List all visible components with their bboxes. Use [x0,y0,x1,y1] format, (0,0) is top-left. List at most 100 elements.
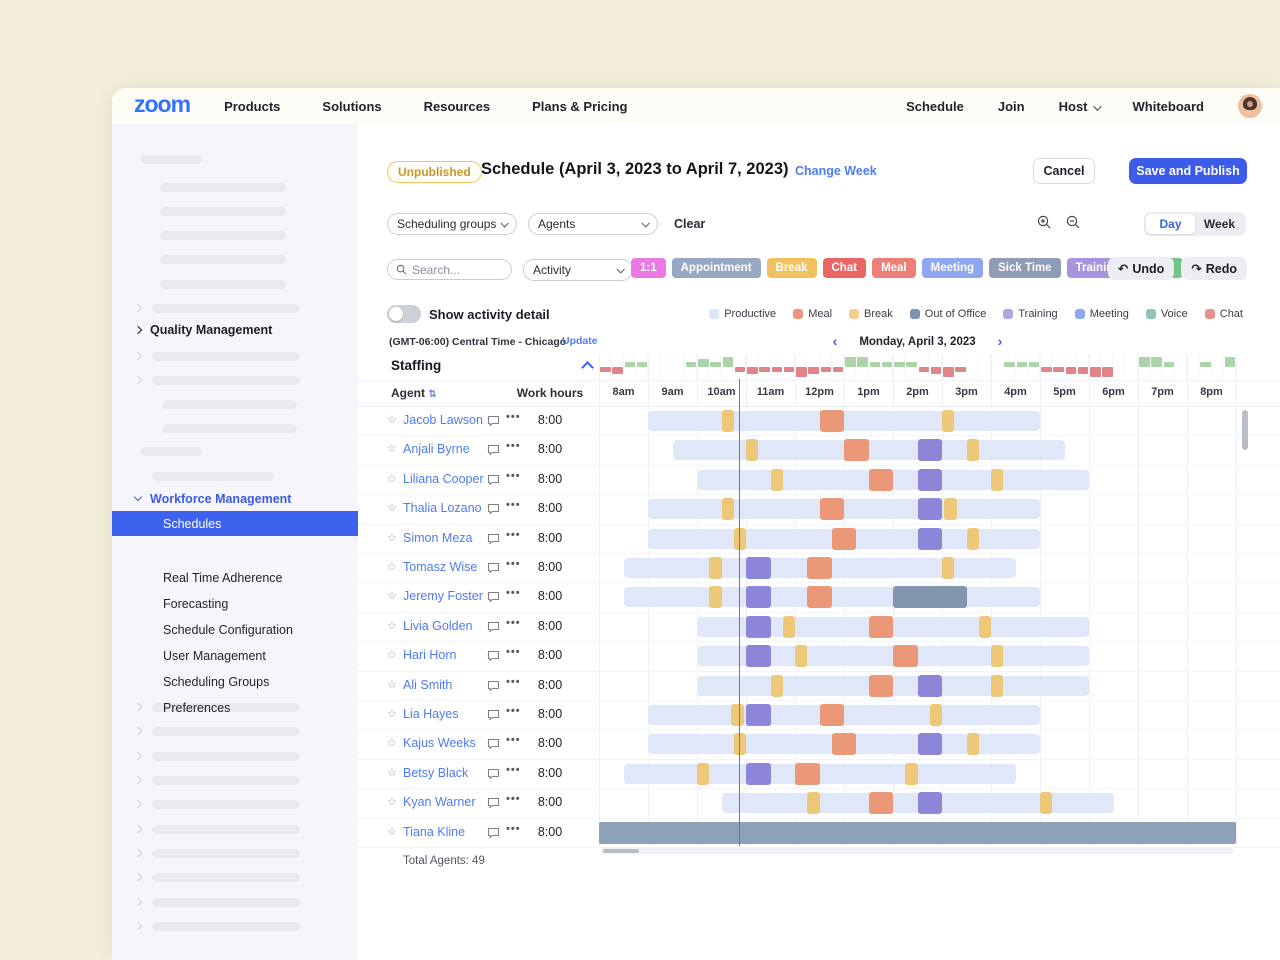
sidebar-item-preferences[interactable]: Preferences [163,701,231,715]
chat-bubble-icon[interactable] [487,415,500,427]
agent-name-link[interactable]: Betsy Black [403,765,469,780]
chat-bubble-icon[interactable] [487,444,500,456]
star-icon[interactable]: ☆ [387,414,397,426]
activity-chip-break[interactable]: Break [766,258,817,278]
block-meal[interactable] [868,468,893,491]
block-meal[interactable] [819,704,844,726]
agent-name-link[interactable]: Ali Smith [403,677,453,692]
block-break[interactable] [991,645,1004,668]
block-break[interactable] [782,615,795,638]
block-meeting[interactable] [917,792,942,815]
block-meeting[interactable] [917,468,942,491]
agent-name-link[interactable]: Simon Meza [403,530,473,545]
star-icon[interactable]: ☆ [387,590,397,603]
chat-bubble-icon[interactable] [487,650,500,662]
block-break[interactable] [929,704,942,726]
sidebar-item-scheduling-groups[interactable]: Scheduling Groups [163,675,270,689]
chat-bubble-icon[interactable] [487,591,500,603]
block-break[interactable] [721,498,734,521]
productive-bar[interactable] [672,440,1065,461]
star-icon[interactable]: ☆ [387,531,397,544]
agent-name-link[interactable]: Tomasz Wise [403,560,478,574]
block-meal[interactable] [807,557,832,579]
star-icon[interactable]: ☆ [387,737,397,750]
block-meeting[interactable] [746,762,771,785]
nav-link-products[interactable]: Products [224,98,281,114]
search-input[interactable]: Search... [387,259,512,280]
block-break[interactable] [991,674,1004,697]
user-avatar[interactable] [1238,94,1262,118]
chat-bubble-icon[interactable] [487,827,500,839]
block-meeting[interactable] [746,586,771,609]
save-and-publish-button[interactable]: Save and Publish [1129,158,1247,184]
zoom-in-icon[interactable] [1037,215,1052,230]
row-menu-button[interactable]: ••• [506,499,521,512]
undo-button[interactable]: ↶ Undo [1107,257,1175,280]
star-icon[interactable]: ☆ [387,502,397,515]
block-break[interactable] [770,674,783,697]
block-break[interactable] [697,762,710,785]
block-meeting[interactable] [746,704,771,726]
chat-bubble-icon[interactable] [487,738,500,750]
block-meal[interactable] [831,527,857,550]
block-meal[interactable] [868,674,893,697]
timezone-update-link[interactable]: Update [562,335,598,347]
nav-link-schedule[interactable]: Schedule [906,98,964,114]
block-break[interactable] [746,439,759,462]
star-icon[interactable]: ☆ [387,708,397,720]
agent-name-link[interactable]: Kyan Warner [403,795,476,810]
block-meeting[interactable] [746,557,771,579]
sidebar-item-schedule-configuration[interactable]: Schedule Configuration [163,623,293,637]
block-out_of_office[interactable] [893,586,967,609]
block-meeting[interactable] [917,674,942,697]
activity-chip-meeting[interactable]: Meeting [921,258,984,278]
block-break[interactable] [709,586,722,609]
sidebar-item-real-time-adherence[interactable]: Real Time Adherence [163,571,283,585]
block-break[interactable] [721,410,734,432]
agent-name-link[interactable]: Jeremy Foster [403,589,483,604]
agent-name-link[interactable]: Hari Horn [403,648,457,663]
row-menu-button[interactable]: ••• [506,469,521,482]
agents-select[interactable]: Agents [528,213,658,235]
activity-chip-sick-time[interactable]: Sick Time [989,258,1061,278]
sort-icon[interactable]: ⇅ [428,389,437,400]
row-menu-button[interactable]: ••• [506,705,521,717]
chat-bubble-icon[interactable] [487,533,500,545]
activity-chip-meal[interactable]: Meal [872,258,916,278]
block-meeting[interactable] [917,733,942,756]
row-menu-button[interactable]: ••• [506,528,521,541]
row-menu-button[interactable]: ••• [506,587,521,600]
productive-bar[interactable] [697,616,1089,637]
chat-bubble-icon[interactable] [487,474,500,486]
productive-bar[interactable] [697,469,1089,490]
block-break[interactable] [966,527,979,550]
row-menu-button[interactable]: ••• [506,675,521,688]
block-break[interactable] [770,468,783,491]
block-meal[interactable] [831,733,857,756]
block-meal[interactable] [819,410,844,432]
activity-select[interactable]: Activity [523,259,633,281]
agent-name-link[interactable]: Kajus Weeks [403,736,476,751]
productive-bar[interactable] [648,705,1040,725]
row-menu-button[interactable]: ••• [506,616,521,629]
block-break[interactable] [795,645,808,668]
star-icon[interactable]: ☆ [387,649,397,662]
clear-filters-button[interactable]: Clear [674,217,706,231]
agent-name-link[interactable]: Lia Hayes [403,707,459,721]
block-break[interactable] [966,439,979,462]
star-icon[interactable]: ☆ [387,678,397,691]
block-meal[interactable] [807,586,832,609]
chat-bubble-icon[interactable] [487,621,500,633]
block-break[interactable] [966,733,979,756]
chat-bubble-icon[interactable] [487,562,500,574]
sidebar-item-workforce-management[interactable]: Workforce Management [133,492,291,506]
block-break[interactable] [942,557,955,579]
block-break[interactable] [905,762,918,785]
chat-bubble-icon[interactable] [487,503,500,515]
agent-name-link[interactable]: Anjali Byrne [403,442,470,457]
star-icon[interactable]: ☆ [387,796,397,809]
row-menu-button[interactable]: ••• [506,763,521,776]
block-break[interactable] [991,468,1004,491]
day-tab[interactable]: Day [1146,214,1195,234]
chat-bubble-icon[interactable] [487,709,500,721]
